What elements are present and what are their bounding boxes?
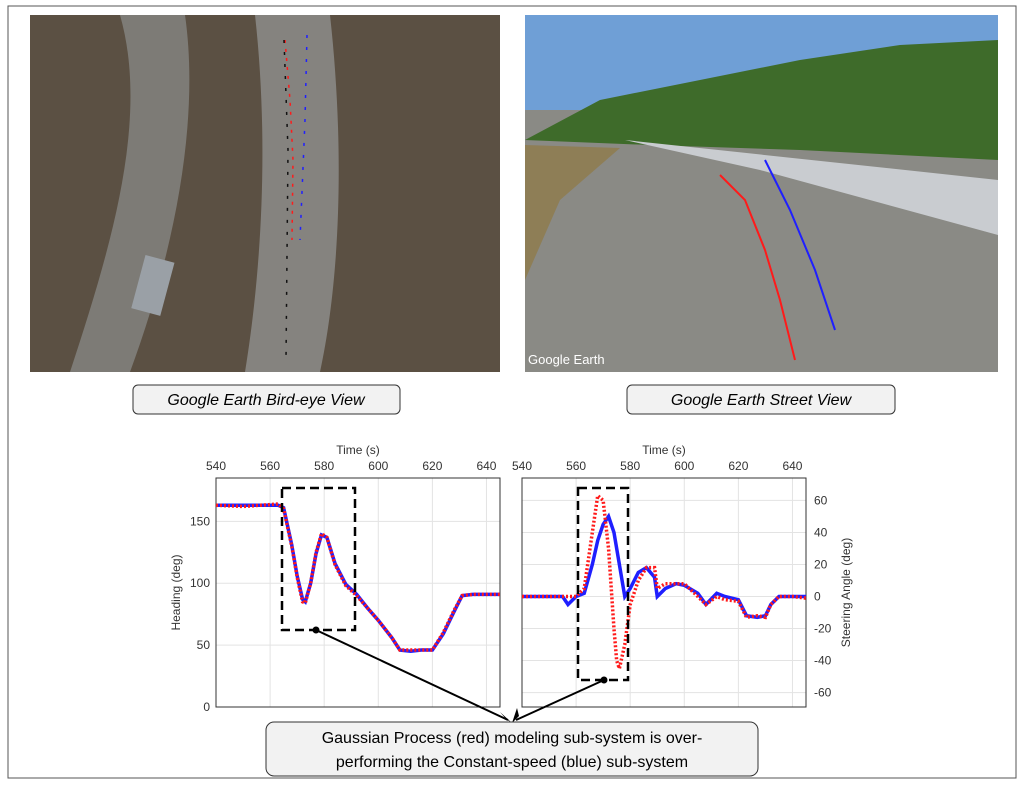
arrow	[515, 679, 605, 721]
x-axis-label: Time (s)	[642, 443, 686, 457]
y-tick-label: 100	[190, 576, 210, 590]
x-tick-label: 600	[368, 459, 388, 473]
series-line	[522, 492, 807, 676]
y-tick-label: 50	[197, 638, 211, 652]
y-tick-label: 60	[814, 493, 828, 507]
x-tick-label: 540	[206, 459, 226, 473]
axes-box	[521, 477, 807, 708]
x-tick-label: 580	[620, 459, 640, 473]
y-tick-label: -20	[814, 622, 832, 636]
x-tick-label: 620	[728, 459, 748, 473]
series-line	[215, 502, 500, 652]
x-tick-label: 640	[782, 459, 802, 473]
caption-box	[626, 384, 896, 415]
y-tick-label: 0	[203, 700, 210, 714]
y-tick-label: -40	[814, 654, 832, 668]
x-tick-label: 600	[674, 459, 694, 473]
x-tick-label: 620	[422, 459, 442, 473]
x-tick-label: 540	[512, 459, 532, 473]
x-tick-label: 640	[476, 459, 496, 473]
y-tick-label: 0	[814, 590, 821, 604]
plot-area	[216, 478, 500, 707]
annotation: performing the Constant-speed (blue) sub…	[336, 754, 688, 771]
y-axis-label: Heading (deg)	[169, 554, 183, 630]
x-tick-label: 560	[260, 459, 280, 473]
arrow-head	[500, 708, 519, 723]
annotation-box	[265, 721, 759, 777]
highlight	[280, 486, 357, 632]
caption-box	[132, 384, 401, 415]
y-tick-label: 150	[190, 514, 210, 528]
axes-box	[215, 477, 501, 708]
street-view-image: Google Earth	[525, 15, 998, 372]
annotation: Gaussian Process (red) modeling sub-syst…	[322, 730, 703, 747]
arrow	[315, 629, 509, 721]
bird-eye-image	[30, 15, 500, 372]
caption: Google Earth Bird-eye View	[167, 392, 366, 409]
plot-area	[522, 478, 806, 707]
x-tick-label: 560	[566, 459, 586, 473]
y-tick-label: 40	[814, 525, 828, 539]
x-tick-label: 580	[314, 459, 334, 473]
y-axis-label: Steering Angle (deg)	[839, 538, 853, 647]
x-axis-label: Time (s)	[336, 443, 380, 457]
caption: Google Earth Street View	[671, 392, 853, 409]
y-tick-label: 20	[814, 557, 828, 571]
watermark: Google Earth	[528, 352, 605, 367]
y-tick-label: -60	[814, 686, 832, 700]
